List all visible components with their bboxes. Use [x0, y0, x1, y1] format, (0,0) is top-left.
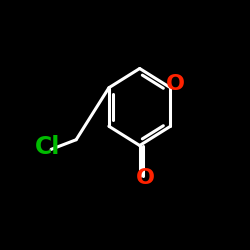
Text: O: O — [136, 168, 155, 188]
Text: O: O — [166, 74, 185, 94]
Text: Cl: Cl — [34, 136, 60, 160]
